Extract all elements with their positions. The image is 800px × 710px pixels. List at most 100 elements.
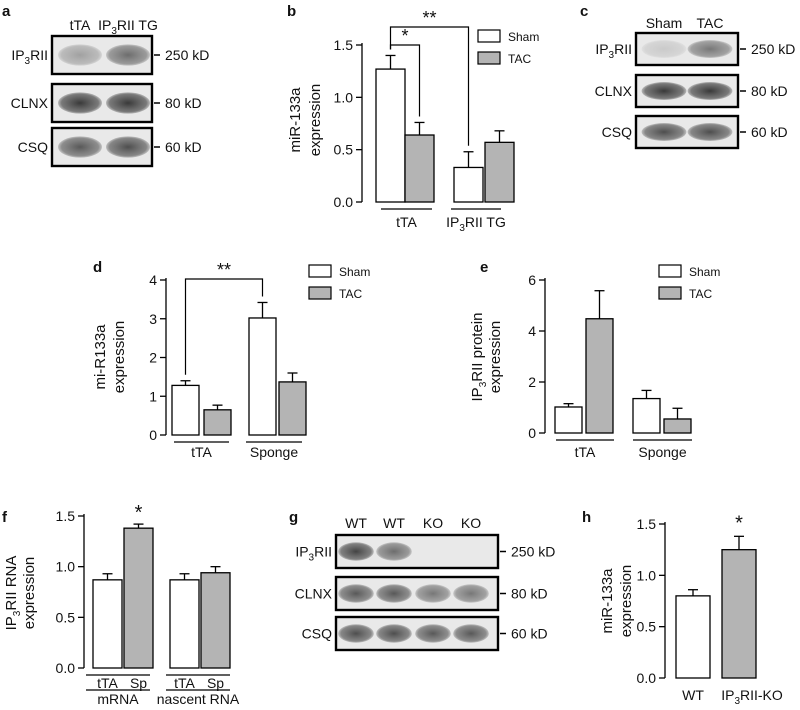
legend-swatch bbox=[658, 264, 682, 278]
significance-bracket bbox=[389, 26, 470, 146]
size-label: 250 kD bbox=[165, 47, 209, 63]
blot-band bbox=[376, 542, 412, 561]
bar bbox=[171, 384, 200, 436]
size-label: 250 kD bbox=[751, 41, 795, 57]
chart-panel-h: h 0.0 0.5 1.0 1.5 miR-133a expression WT * IP3RII… bbox=[582, 509, 783, 707]
blot-band bbox=[687, 123, 733, 141]
lane-label: KO bbox=[461, 515, 481, 531]
bar bbox=[169, 579, 200, 669]
group-label: tTA bbox=[191, 444, 212, 460]
bar bbox=[375, 68, 406, 203]
significance-label: ** bbox=[422, 8, 436, 28]
y-tick-label: 4 bbox=[149, 272, 157, 288]
legend-label: TAC bbox=[508, 52, 531, 66]
y-tick-label: 2 bbox=[528, 374, 536, 390]
panel-letter: g bbox=[289, 509, 298, 526]
size-label: 60 kD bbox=[165, 139, 202, 155]
y-tick-label: 2 bbox=[149, 350, 157, 366]
bar bbox=[200, 572, 231, 669]
protein-label: CSQ bbox=[18, 139, 48, 155]
y-axis-label: mi-R133a bbox=[92, 324, 109, 390]
panel-letter: c bbox=[580, 3, 588, 20]
significance-star: * bbox=[735, 512, 743, 534]
legend-label: Sham bbox=[689, 265, 720, 279]
significance-label: * bbox=[401, 26, 408, 46]
lane-label: tTA bbox=[70, 17, 91, 33]
y-tick-label: 0 bbox=[149, 427, 157, 443]
legend-label: Sham bbox=[339, 265, 370, 279]
lane-label: IP3RII TG bbox=[98, 17, 158, 37]
bar-label: tTA bbox=[174, 675, 195, 691]
blot-band bbox=[106, 44, 150, 66]
lane-label: KO bbox=[423, 515, 443, 531]
blot-band bbox=[415, 624, 451, 643]
group-label: tTA bbox=[396, 214, 417, 230]
chart-panel-b: b 0.0 0.5 1.0 1.5 miR-133a expression tTA IP3RII… bbox=[287, 3, 539, 234]
chart-panel-d: d 0 1 2 3 4 mi-R133a expression tTA Sponge Sham TAC… bbox=[92, 259, 370, 460]
bar-label: Sp bbox=[207, 675, 224, 691]
blot-band bbox=[338, 624, 374, 643]
bar bbox=[92, 579, 123, 669]
y-tick-label: 0.0 bbox=[56, 660, 76, 676]
chart-panel-e: e 0 2 4 6 IP3RII protein expression tTA Sponge Sh… bbox=[469, 259, 720, 460]
blot-panel-g: g WT WT KO KO IP3RII 250 kD CLNX 80 kD CSQ 60 kD bbox=[289, 509, 555, 652]
legend-label: TAC bbox=[689, 287, 712, 301]
legend-swatch bbox=[477, 29, 501, 43]
lane-label: TAC bbox=[697, 15, 724, 31]
y-axis-label: miR-133a bbox=[287, 87, 304, 153]
significance-star: * bbox=[135, 502, 143, 524]
group-label: tTA bbox=[575, 444, 596, 460]
blot-panel-a: a tTA IP3RII TG IP3RII 250 kD CLNX 80 kD CSQ 60 … bbox=[2, 3, 209, 168]
y-tick-label: 1.5 bbox=[334, 37, 354, 53]
bar bbox=[248, 317, 277, 436]
y-tick-label: 0.0 bbox=[637, 670, 657, 686]
panel-letter: h bbox=[582, 509, 591, 526]
category-label: IP3RII-KO bbox=[721, 687, 783, 707]
legend-swatch bbox=[477, 51, 501, 65]
y-tick-label: 1.0 bbox=[637, 567, 657, 583]
y-tick-label: 0.5 bbox=[334, 142, 354, 158]
bar bbox=[721, 549, 757, 679]
group-label: mRNA bbox=[97, 691, 139, 707]
blot-band bbox=[687, 82, 733, 100]
size-label: 80 kD bbox=[511, 586, 548, 602]
protein-label: IP3RII bbox=[595, 41, 632, 61]
size-label: 250 kD bbox=[511, 544, 555, 560]
y-tick-label: 0 bbox=[528, 425, 536, 441]
y-axis-label: expression bbox=[487, 321, 504, 394]
y-axis-label: expression bbox=[111, 321, 128, 394]
blot-band bbox=[641, 123, 687, 141]
y-tick-label: 1.5 bbox=[637, 516, 657, 532]
protein-label: CLNX bbox=[595, 83, 633, 99]
panel-letter: d bbox=[93, 259, 102, 276]
size-label: 60 kD bbox=[511, 626, 548, 642]
y-axis-label: miR-133a bbox=[599, 568, 616, 634]
y-tick-label: 1.0 bbox=[334, 89, 354, 105]
blot-panel-c: c Sham TAC IP3RII 250 kD CLNX 80 kD CSQ 60 kD bbox=[580, 3, 795, 150]
blot-band bbox=[376, 584, 412, 603]
bar bbox=[203, 409, 232, 436]
blot-band bbox=[641, 40, 687, 58]
y-tick-label: 1.5 bbox=[56, 508, 76, 524]
y-tick-label: 0.0 bbox=[334, 194, 354, 210]
blot-band bbox=[58, 44, 102, 66]
bar bbox=[453, 166, 484, 203]
panel-letter: e bbox=[480, 259, 488, 276]
protein-label: CSQ bbox=[602, 124, 632, 140]
group-label: IP3RII TG bbox=[446, 214, 506, 234]
category-label: WT bbox=[682, 687, 704, 703]
protein-label: CLNX bbox=[11, 95, 49, 111]
bar bbox=[484, 141, 515, 203]
bar bbox=[278, 381, 307, 436]
y-tick-label: 6 bbox=[528, 272, 536, 288]
size-label: 60 kD bbox=[751, 124, 788, 140]
bar bbox=[675, 595, 711, 679]
bar bbox=[585, 318, 614, 434]
legend-swatch bbox=[308, 286, 332, 300]
blot-band bbox=[106, 136, 150, 158]
blot-band bbox=[376, 624, 412, 643]
bar-label: Sp bbox=[130, 675, 147, 691]
significance-label: ** bbox=[217, 260, 231, 280]
group-label: Sponge bbox=[638, 444, 686, 460]
